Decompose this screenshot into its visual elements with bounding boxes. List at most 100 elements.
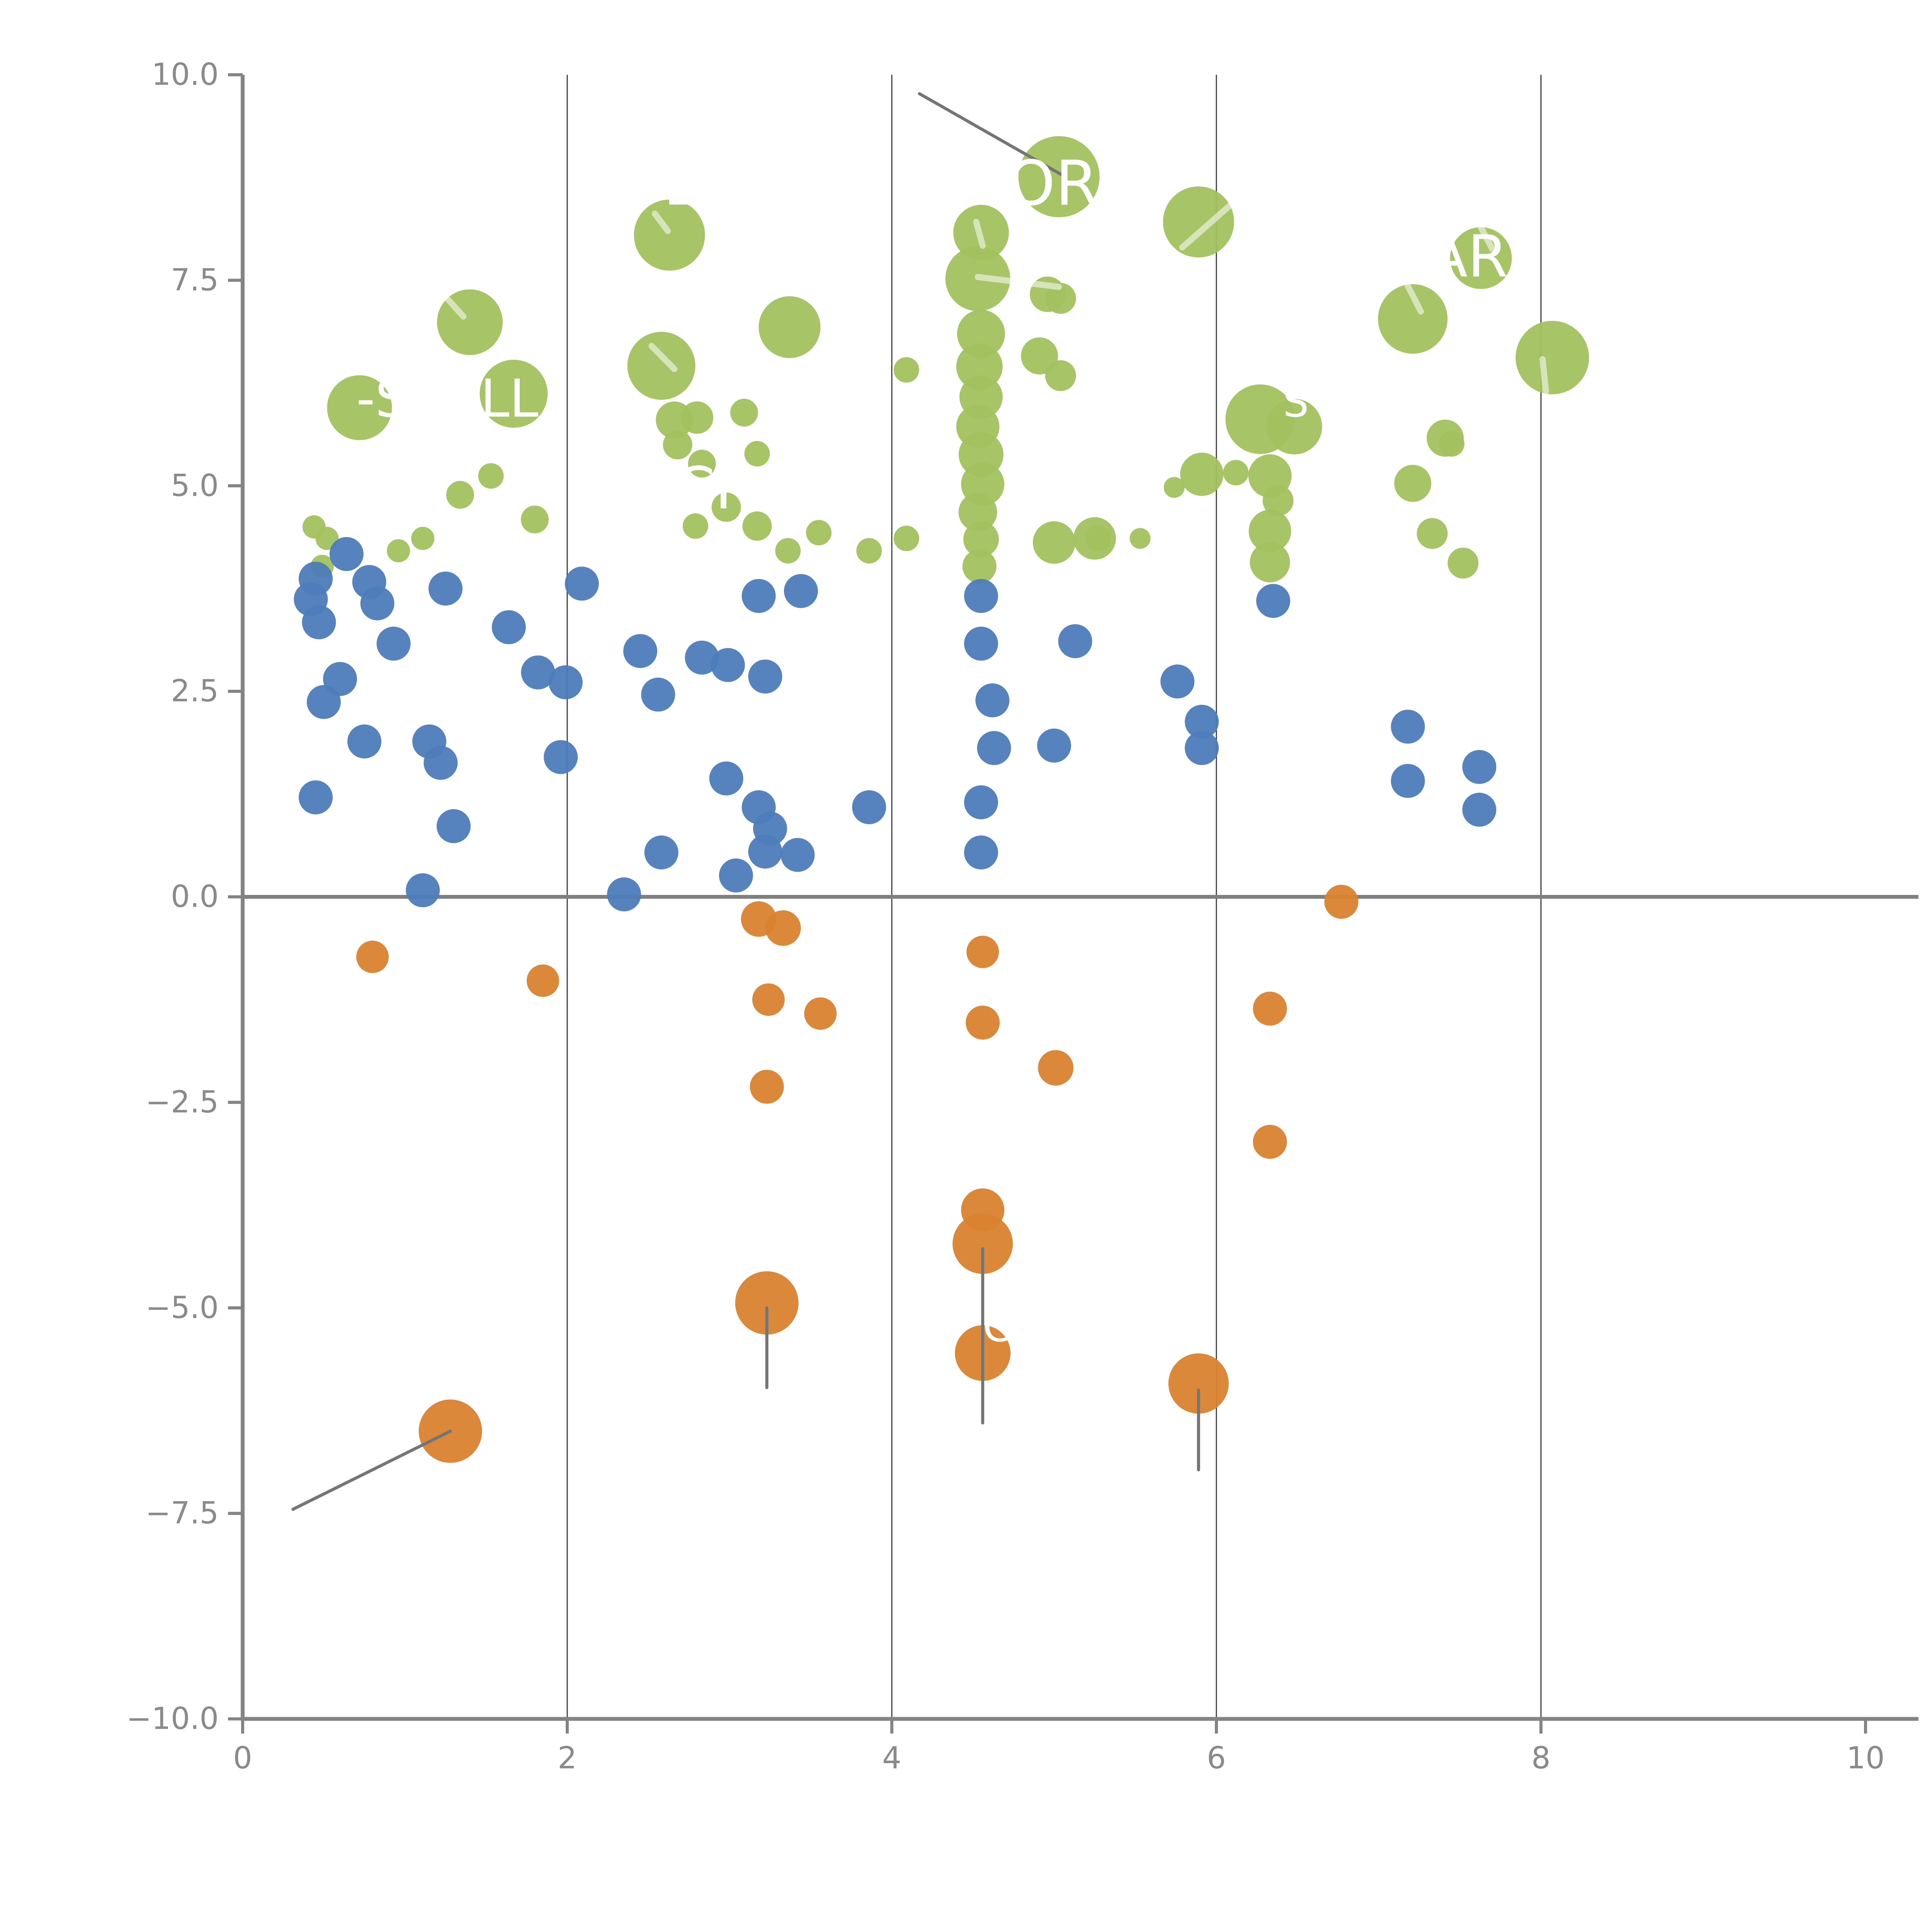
data-point-green-bubbles xyxy=(682,513,708,539)
data-point-blue-dots xyxy=(1462,750,1497,784)
y-tick-label: 2.5 xyxy=(171,674,219,709)
bubble-label: CH xyxy=(675,455,759,522)
bubble-highlight-stroke xyxy=(975,274,1062,290)
data-point-green-bubbles xyxy=(411,527,435,550)
y-tick-label: 10.0 xyxy=(151,58,219,92)
data-point-orange-dots xyxy=(966,1005,1000,1040)
bubble-labels: OR AR -SHELL CH OL S C xyxy=(356,147,1508,1351)
data-point-green-bubbles xyxy=(775,538,801,564)
data-point-green-bubbles xyxy=(627,332,696,400)
data-point-orange-dots xyxy=(966,935,999,968)
data-point-green-bubbles xyxy=(742,511,772,541)
data-point-blue-dots xyxy=(685,640,719,675)
data-point-green-bubbles xyxy=(957,310,1005,358)
data-point-blue-dots xyxy=(565,566,599,601)
data-point-green-bubbles xyxy=(1018,136,1100,218)
data-point-blue-dots xyxy=(548,665,583,699)
data-point-green-bubbles xyxy=(1045,360,1076,391)
data-point-orange-dots xyxy=(735,1271,799,1335)
y-tick-label: 7.5 xyxy=(171,263,219,298)
bubble-highlight-stroke xyxy=(648,343,678,372)
data-point-green-bubbles xyxy=(856,538,882,564)
data-point-blue-dots xyxy=(964,579,998,613)
data-point-green-bubbles xyxy=(1262,485,1294,516)
bubble-label: C xyxy=(983,1302,1012,1351)
data-point-orange-dots xyxy=(752,983,785,1016)
data-point-blue-dots xyxy=(719,858,753,893)
data-point-blue-dots xyxy=(347,724,381,759)
y-tick-label: −5.0 xyxy=(146,1291,219,1325)
leader-line xyxy=(291,1429,452,1511)
data-point-green-bubbles xyxy=(1417,518,1448,549)
y-tick-label: −10.0 xyxy=(126,1702,219,1736)
series-blue-dots xyxy=(294,537,1497,912)
bubble-label: -SHELL xyxy=(356,368,539,429)
data-point-orange-dots xyxy=(765,910,801,946)
data-point-blue-dots xyxy=(1185,731,1219,765)
y-tick-label: −7.5 xyxy=(146,1496,219,1531)
data-point-blue-dots xyxy=(360,586,395,621)
data-point-green-bubbles xyxy=(1073,517,1116,560)
data-point-green-bubbles xyxy=(478,463,504,489)
x-tick-label: 6 xyxy=(1207,1741,1226,1776)
data-point-green-bubbles xyxy=(1394,464,1432,502)
y-axis: 10.0 7.5 5.0 2.5 0.0 −2.5 −5.0 −7.5 −10.0 xyxy=(126,58,245,1736)
series-orange-dots xyxy=(356,884,1359,1463)
data-point-green-bubbles xyxy=(327,375,392,440)
data-point-orange-dots xyxy=(1253,1124,1287,1159)
highlight-strokes xyxy=(442,200,1549,395)
data-point-blue-dots xyxy=(607,877,641,912)
leader-line xyxy=(918,92,1064,177)
data-point-blue-dots xyxy=(784,574,818,608)
data-point-blue-dots xyxy=(709,761,743,796)
data-point-orange-dots xyxy=(952,1213,1013,1274)
data-point-green-bubbles xyxy=(634,199,705,271)
y-tick-label: −2.5 xyxy=(146,1085,219,1120)
bubble-highlight-stroke xyxy=(1179,200,1236,251)
data-point-green-bubbles xyxy=(744,441,770,467)
data-point-green-bubbles xyxy=(958,493,997,532)
data-point-green-bubbles xyxy=(1515,321,1589,395)
data-point-blue-dots xyxy=(964,626,998,661)
data-point-blue-dots xyxy=(977,731,1011,765)
data-point-blue-dots xyxy=(423,746,458,780)
data-point-blue-dots xyxy=(406,873,440,907)
data-point-blue-dots xyxy=(329,537,364,571)
data-point-blue-dots xyxy=(521,655,555,690)
data-point-blue-dots xyxy=(376,626,411,661)
data-point-green-bubbles xyxy=(446,481,474,509)
x-tick-label: 4 xyxy=(882,1741,901,1776)
data-point-orange-dots xyxy=(1253,992,1287,1026)
data-point-blue-dots xyxy=(781,838,815,872)
data-point-blue-dots xyxy=(299,780,333,815)
x-tick-label: 8 xyxy=(1531,1741,1551,1776)
data-point-green-bubbles xyxy=(1129,528,1151,549)
data-point-blue-dots xyxy=(964,785,998,820)
data-point-green-bubbles xyxy=(688,449,716,478)
data-point-green-bubbles xyxy=(387,539,410,563)
data-point-green-bubbles xyxy=(1450,227,1512,289)
data-point-green-bubbles xyxy=(711,492,741,522)
data-point-blue-dots xyxy=(975,683,1010,718)
data-point-orange-dots xyxy=(527,964,559,997)
bubble-label: S xyxy=(1283,379,1309,426)
data-point-orange-dots xyxy=(1324,884,1359,919)
data-point-blue-dots xyxy=(711,648,745,682)
data-point-green-bubbles xyxy=(1266,399,1322,455)
x-tick-label: 10 xyxy=(1846,1741,1884,1776)
data-point-green-bubbles xyxy=(1163,477,1185,498)
bubble-highlight-stroke xyxy=(442,293,467,320)
data-point-blue-dots xyxy=(1256,584,1290,618)
bubble-highlight-stroke xyxy=(651,211,671,234)
data-point-blue-dots xyxy=(544,740,578,774)
data-point-green-bubbles xyxy=(521,505,549,534)
data-point-green-bubbles xyxy=(681,401,713,434)
data-point-green-bubbles xyxy=(962,549,997,583)
data-point-blue-dots xyxy=(302,605,336,639)
data-point-blue-dots xyxy=(1391,709,1425,744)
y-tick-label: 5.0 xyxy=(171,468,219,503)
bubble-label: OL xyxy=(623,156,693,217)
data-point-blue-dots xyxy=(1037,728,1071,763)
data-point-green-bubbles xyxy=(663,430,692,459)
data-point-green-bubbles xyxy=(1045,283,1076,314)
